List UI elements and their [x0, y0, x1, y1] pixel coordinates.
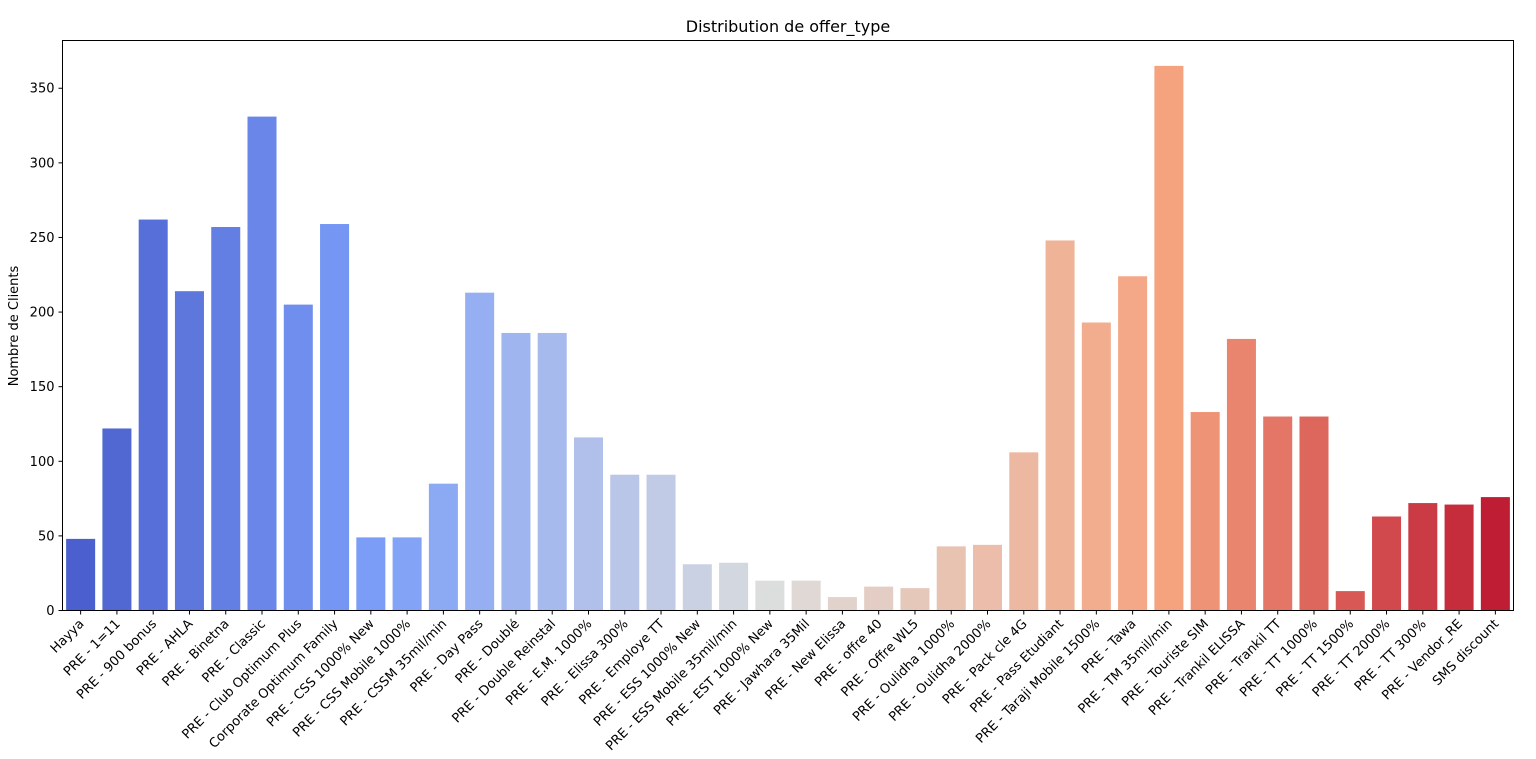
bar: [356, 537, 386, 611]
y-axis-label: Nombre de Clients: [7, 265, 22, 386]
bar: [827, 597, 857, 611]
y-tick-label: 0: [46, 604, 54, 619]
y-tick-label: 100: [30, 455, 55, 470]
bar: [428, 483, 458, 611]
bar: [573, 437, 603, 611]
bar: [900, 588, 930, 611]
bar: [646, 474, 676, 611]
bar: [283, 304, 313, 611]
bar: [1154, 65, 1184, 611]
bar: [1480, 497, 1510, 611]
bar: [682, 564, 712, 611]
bar: [537, 332, 567, 611]
bar: [936, 546, 966, 611]
bar: [392, 537, 422, 611]
bar: [1299, 416, 1329, 611]
y-tick-label: 300: [30, 156, 55, 171]
plot-frame: [62, 40, 1514, 611]
bar: [1335, 591, 1365, 611]
bar: [102, 428, 132, 611]
bar: [138, 219, 168, 611]
bar: [66, 538, 96, 611]
bar: [1190, 412, 1220, 611]
x-tick-label: PRE - Classic: [200, 617, 269, 686]
y-axis: 0 50 100 150 200 250 300 350: [30, 82, 63, 619]
bar: [1118, 276, 1148, 611]
bar: [719, 562, 749, 611]
bar: [973, 544, 1003, 611]
bar: [501, 332, 531, 611]
bars-group: [66, 65, 1510, 611]
bar: [1408, 503, 1438, 611]
y-tick-label: 150: [30, 380, 55, 395]
bar: [465, 292, 495, 611]
bar: [174, 291, 204, 611]
bar: [864, 586, 894, 611]
bar: [1045, 240, 1075, 611]
y-tick-label: 250: [30, 231, 55, 246]
bar: [1226, 338, 1256, 611]
bar: [211, 227, 241, 611]
bar: [1263, 416, 1293, 611]
bar: [1444, 504, 1474, 611]
x-tick-label: SMS discount: [1430, 617, 1502, 689]
bar: [610, 474, 640, 611]
chart-title: Distribution de offer_type: [686, 17, 891, 37]
bar: [1372, 516, 1402, 611]
bar: [247, 116, 277, 611]
bar: [320, 224, 350, 611]
bar: [791, 580, 821, 611]
bar: [755, 580, 785, 611]
bar: [1009, 452, 1039, 611]
y-tick-label: 200: [30, 306, 55, 321]
y-tick-label: 50: [38, 529, 55, 544]
bar: [1081, 322, 1111, 611]
y-tick-label: 350: [30, 82, 55, 97]
